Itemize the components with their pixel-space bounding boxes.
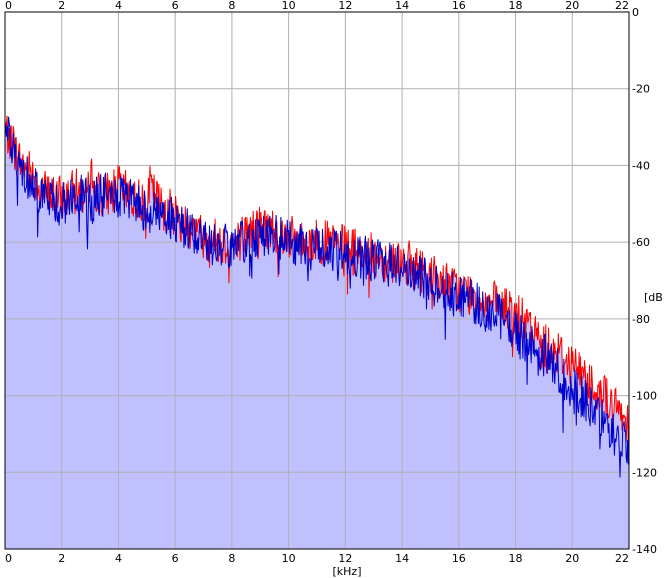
series-line-1 [4,115,630,442]
x-tick-label-top: 10 [282,0,296,12]
series-line-2 [4,116,630,478]
x-tick-label-bottom: 0 [5,552,12,565]
x-tick-label-bottom: 12 [338,552,352,565]
plot-frame [4,11,630,550]
x-tick-label-bottom: 2 [58,552,65,565]
x-tick-label-bottom: 10 [282,552,296,565]
spectrum-area-fill [5,115,629,549]
x-tick-labels-top: 0 2 4 6 8 10 12 14 16 18 20 22 [5,0,629,12]
x-tick-label-top: 18 [509,0,523,12]
x-tick-label-bottom: 22 [615,552,629,565]
y-tick-label: -60 [632,236,650,249]
x-tick-label-bottom: 18 [509,552,523,565]
x-axis-label: [kHz] [333,565,362,578]
x-tick-label-bottom: 14 [395,552,409,565]
x-tick-label-top: 16 [452,0,466,12]
y-tick-label: -100 [632,390,657,403]
x-tick-label-top: 8 [228,0,235,12]
y-tick-label: 0 [632,6,639,19]
y-tick-label: -80 [632,313,650,326]
x-tick-label-top: 20 [565,0,579,12]
x-tick-label-top: 22 [615,0,629,12]
y-tick-label: -20 [632,83,650,96]
x-tick-label-top: 4 [115,0,122,12]
x-tick-label-bottom: 6 [172,552,179,565]
y-axis-label: [dB] [644,291,664,304]
x-tick-label-top: 12 [338,0,352,12]
y-tick-label: -140 [632,543,657,556]
y-tick-label: -120 [632,466,657,479]
y-tick-label: -40 [632,159,650,172]
x-tick-labels-bottom: 0 2 4 6 8 10 12 14 16 18 20 22 [5,552,629,565]
x-tick-label-top: 0 [5,0,12,12]
x-tick-label-top: 2 [58,0,65,12]
x-tick-label-top: 14 [395,0,409,12]
x-tick-label-bottom: 16 [452,552,466,565]
series-lines [4,115,630,478]
y-tick-labels: 0 -20 -40 -60 -80 -100 -120 -140 [632,6,657,556]
x-tick-label-bottom: 8 [228,552,235,565]
x-tick-label-top: 6 [172,0,179,12]
x-tick-label-bottom: 20 [565,552,579,565]
x-tick-label-bottom: 4 [115,552,122,565]
